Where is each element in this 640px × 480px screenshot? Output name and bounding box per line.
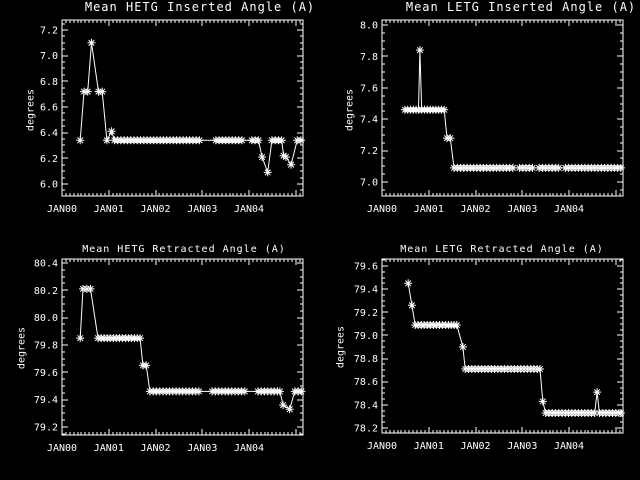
data-markers — [404, 279, 625, 417]
x-tick-label: JAN02 — [140, 204, 170, 215]
y-tick-label: 79.6 — [34, 368, 58, 379]
x-tick-label: JAN04 — [234, 443, 264, 454]
y-tick-label: 6.0 — [40, 179, 58, 190]
y-tick-label: 79.4 — [354, 285, 378, 296]
x-tick-label: JAN01 — [94, 204, 124, 215]
y-tick-label: 79.4 — [34, 395, 58, 406]
x-tick-label: JAN00 — [47, 443, 77, 454]
x-tick-label: JAN03 — [187, 204, 217, 215]
axes-frame — [381, 258, 624, 434]
x-tick-label: JAN02 — [460, 204, 490, 215]
y-tick-label: 6.8 — [40, 77, 58, 88]
y-tick-label: 79.2 — [354, 308, 378, 319]
data-markers — [76, 284, 306, 414]
x-tick-label: JAN03 — [507, 441, 537, 452]
y-tick-label: 7.2 — [360, 146, 378, 157]
y-tick-label: 7.0 — [40, 51, 58, 62]
y-axis-label-letg-retracted: degrees — [335, 325, 347, 369]
y-tick-label: 79.0 — [354, 331, 378, 342]
panel-hetg-retracted: 79.2 79.4 79.6 79.8 80.0 80.2 80.4 JAN00 JAN01 JA… — [34, 258, 306, 454]
y-tick-label: 80.2 — [34, 286, 58, 297]
data-markers — [400, 46, 625, 172]
panel-title-letg-retracted: Mean LETG Retracted Angle (A) — [400, 244, 604, 255]
y-tick-label: 7.2 — [40, 26, 58, 37]
y-tick-label: 79.8 — [34, 341, 58, 352]
x-tick-label: JAN02 — [460, 441, 490, 452]
y-tick-label: 79.6 — [354, 261, 378, 272]
y-tick-label: 7.8 — [360, 52, 378, 63]
x-tick-label: JAN04 — [554, 441, 584, 452]
x-tick-label: JAN04 — [234, 204, 264, 215]
y-tick-label: 80.4 — [34, 259, 58, 270]
y-tick-label: 8.0 — [360, 21, 378, 32]
x-tick-label: JAN03 — [507, 204, 537, 215]
y-axis-label-letg-inserted: degrees — [344, 88, 356, 132]
data-line — [407, 283, 621, 414]
y-tick-label: 79.2 — [34, 422, 58, 433]
data-line — [79, 42, 301, 173]
panel-title-hetg-retracted: Mean HETG Retracted Angle (A) — [82, 244, 286, 255]
y-tick-label: 78.8 — [354, 354, 378, 365]
y-tick-label: 6.6 — [40, 103, 58, 114]
panel-title-letg-inserted: Mean LETG Inserted Angle (A) — [405, 0, 637, 14]
y-tick-label: 78.2 — [354, 424, 378, 435]
axes-frame — [61, 19, 304, 197]
x-tick-label: JAN01 — [414, 441, 444, 452]
panel-letg-inserted: 7.0 7.2 7.4 7.6 7.8 8.0 JAN00 JAN01 JAN02 JAN03 JA… — [360, 19, 625, 215]
x-tick-label: JAN00 — [367, 204, 397, 215]
panel-hetg-inserted: 6.0 6.2 6.4 6.6 6.8 7.0 7.2 JAN00 JAN01 JAN02 JAN0… — [40, 19, 305, 215]
x-tick-label: JAN04 — [554, 204, 584, 215]
x-tick-label: JAN00 — [47, 204, 77, 215]
x-tick-label: JAN00 — [367, 441, 397, 452]
y-tick-label: 7.0 — [360, 178, 378, 189]
axes-frame — [381, 19, 624, 197]
y-tick-label: 7.4 — [360, 115, 378, 126]
data-markers — [76, 38, 305, 177]
y-tick-label: 78.4 — [354, 400, 378, 411]
y-tick-label: 6.4 — [40, 128, 58, 139]
x-tick-label: JAN01 — [414, 204, 444, 215]
y-axis-label-hetg-inserted: degrees — [25, 88, 37, 132]
x-tick-label: JAN03 — [187, 443, 217, 454]
panel-title-hetg-inserted: Mean HETG Inserted Angle (A) — [84, 0, 316, 14]
x-tick-label: JAN01 — [94, 443, 124, 454]
y-tick-label: 80.0 — [34, 313, 58, 324]
panel-letg-retracted: 78.2 78.4 78.6 78.8 79.0 79.2 79.4 79.6 JAN00 JAN… — [354, 258, 625, 452]
x-tick-label: JAN02 — [140, 443, 170, 454]
y-tick-label: 6.2 — [40, 154, 58, 165]
y-axis-label-hetg-retracted: degrees — [16, 326, 28, 370]
axes-frame — [61, 258, 304, 436]
y-tick-label: 7.6 — [360, 83, 378, 94]
y-tick-label: 78.6 — [354, 377, 378, 388]
